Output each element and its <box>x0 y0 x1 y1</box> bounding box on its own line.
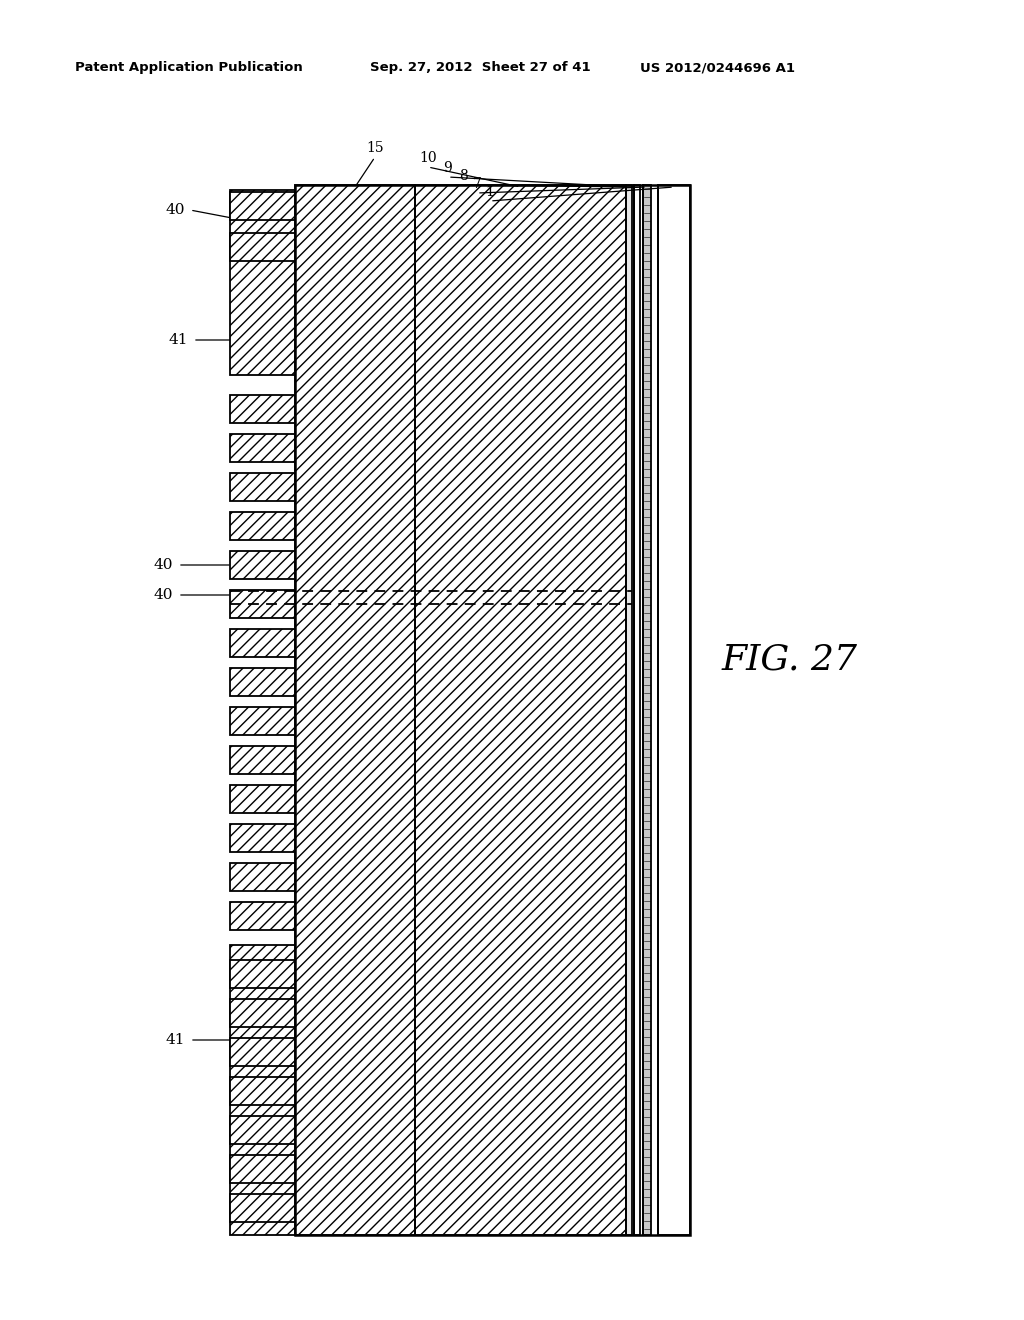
Bar <box>230 960 295 987</box>
Bar <box>230 746 295 774</box>
Text: 40: 40 <box>154 587 173 602</box>
Bar <box>230 191 295 220</box>
Bar <box>230 1077 295 1105</box>
Bar <box>415 185 626 1236</box>
Text: FIG. 27: FIG. 27 <box>722 643 858 677</box>
Text: 10: 10 <box>419 150 437 165</box>
Text: 41: 41 <box>166 1034 185 1047</box>
Bar <box>230 785 295 813</box>
Bar <box>230 824 295 851</box>
Text: 9: 9 <box>443 161 453 176</box>
Bar <box>634 185 640 1236</box>
Text: 40: 40 <box>154 558 173 572</box>
Text: 7: 7 <box>472 177 481 191</box>
Bar <box>230 395 295 422</box>
Bar <box>230 630 295 657</box>
Bar <box>230 945 295 1236</box>
Bar <box>230 863 295 891</box>
Bar <box>230 1038 295 1067</box>
Text: 41: 41 <box>169 333 188 347</box>
Bar <box>230 1155 295 1183</box>
Bar <box>295 185 690 1236</box>
Text: Sep. 27, 2012  Sheet 27 of 41: Sep. 27, 2012 Sheet 27 of 41 <box>370 62 591 74</box>
Text: Patent Application Publication: Patent Application Publication <box>75 62 303 74</box>
Bar <box>230 550 295 579</box>
Bar <box>230 902 295 931</box>
Bar <box>230 1195 295 1222</box>
Bar <box>295 185 415 1236</box>
Text: 1: 1 <box>485 185 495 199</box>
Bar <box>230 708 295 735</box>
Bar <box>658 185 690 1236</box>
Text: US 2012/0244696 A1: US 2012/0244696 A1 <box>640 62 795 74</box>
Bar <box>230 512 295 540</box>
Bar <box>230 434 295 462</box>
Text: 8: 8 <box>459 169 467 183</box>
Text: 40: 40 <box>166 203 185 216</box>
Bar <box>230 1115 295 1144</box>
Bar <box>643 185 651 1236</box>
Bar <box>230 999 295 1027</box>
Text: 15: 15 <box>367 141 384 154</box>
Bar <box>230 473 295 502</box>
Bar <box>230 190 295 375</box>
Bar <box>230 668 295 696</box>
Bar <box>230 234 295 261</box>
Bar <box>230 590 295 618</box>
Bar <box>626 185 632 1236</box>
